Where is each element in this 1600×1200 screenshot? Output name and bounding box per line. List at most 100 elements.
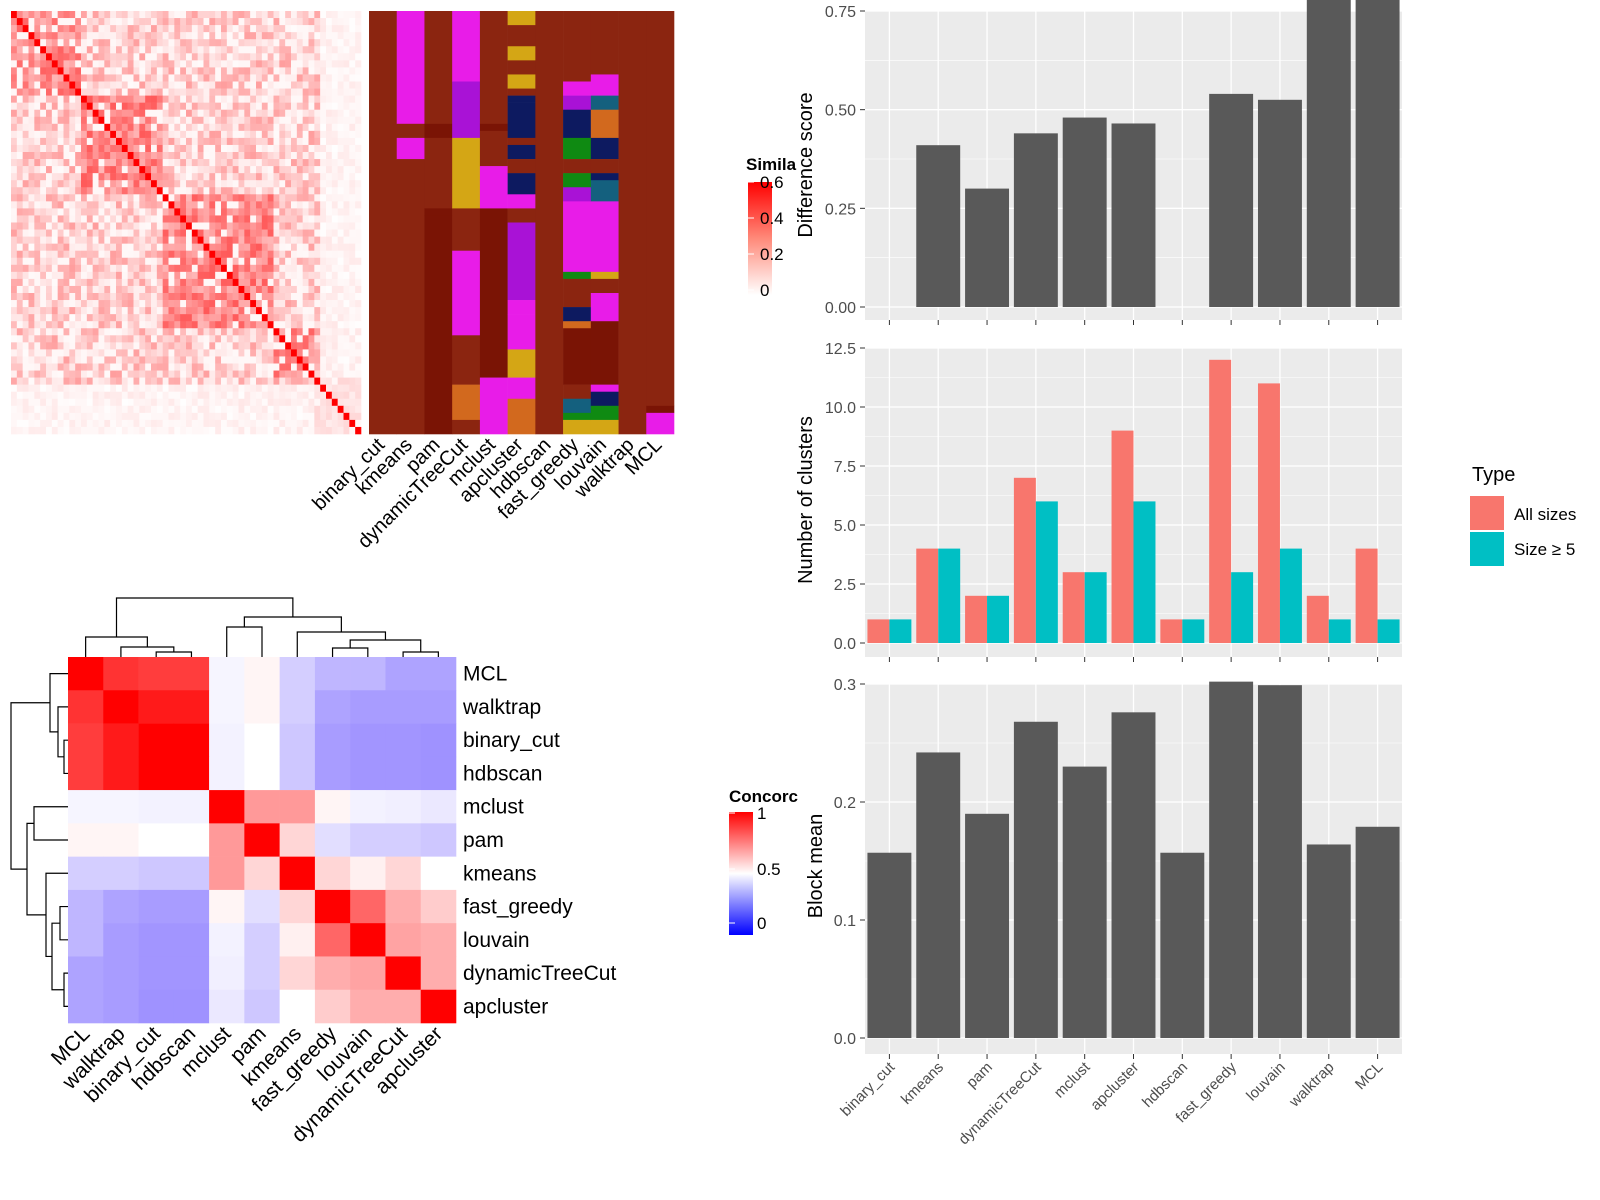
annotation-cell	[563, 81, 592, 96]
similarity-cell	[11, 342, 18, 350]
similarity-cell	[127, 173, 134, 181]
similarity-cell	[232, 194, 239, 202]
concordance-row-label-mclust: mclust	[463, 796, 524, 819]
similarity-cell	[244, 74, 251, 82]
similarity-cell	[174, 194, 181, 202]
similarity-cell	[121, 39, 128, 47]
similarity-cell	[156, 88, 163, 96]
similarity-cell	[40, 391, 47, 400]
similarity-cell	[34, 356, 41, 364]
similarity-cell	[273, 229, 280, 237]
similarity-cell	[355, 32, 362, 40]
similarity-cell	[279, 187, 286, 195]
similarity-cell	[174, 187, 181, 195]
similarity-cell	[244, 95, 251, 103]
similarity-cell	[314, 250, 321, 259]
similarity-cell	[174, 152, 181, 160]
similarity-cell	[116, 349, 123, 357]
similarity-cell	[57, 152, 64, 160]
similarity-cell	[256, 328, 263, 336]
similarity-cell	[133, 187, 140, 195]
similarity-cell	[273, 285, 280, 294]
similarity-cell	[226, 426, 233, 435]
similarity-cell	[22, 250, 29, 259]
similarity-cell	[121, 130, 128, 139]
annotation-cell	[563, 271, 592, 280]
similarity-cell	[81, 342, 88, 350]
similarity-cell	[81, 81, 88, 89]
similarity-cell	[244, 166, 251, 174]
similarity-cell	[349, 137, 356, 146]
similarity-cell	[215, 102, 222, 110]
similarity-cell	[191, 116, 198, 125]
similarity-cell	[34, 293, 41, 301]
similarity-cell	[203, 307, 210, 315]
similarity-cell	[250, 116, 257, 125]
similarity-cell	[98, 370, 105, 378]
similarity-cell	[92, 109, 99, 118]
similarity-cell	[337, 363, 344, 371]
similarity-cell	[151, 74, 158, 82]
similarity-cell	[256, 264, 263, 273]
similarity-cell	[145, 398, 152, 407]
similarity-cell	[302, 257, 309, 266]
concordance-tick-label: 0.5	[757, 860, 781, 879]
similarity-cell	[40, 46, 47, 54]
similarity-cell	[256, 236, 263, 244]
similarity-cell	[279, 356, 286, 364]
similarity-cell	[11, 53, 18, 61]
similarity-cell	[349, 180, 356, 188]
similarity-cell	[232, 123, 239, 132]
similarity-cell	[215, 391, 222, 400]
similarity-cell	[139, 293, 146, 301]
similarity-cell	[221, 208, 228, 216]
similarity-cell	[75, 46, 82, 54]
similarity-cell	[63, 264, 70, 273]
similarity-cell	[156, 405, 163, 414]
similarity-cell	[57, 215, 64, 223]
similarity-cell	[273, 328, 280, 336]
similarity-cell	[57, 208, 64, 216]
similarity-cell	[28, 314, 35, 322]
similarity-cell	[250, 11, 257, 19]
similarity-cell	[186, 236, 193, 244]
similarity-cell	[314, 144, 321, 153]
similarity-cell	[285, 144, 292, 153]
similarity-cell	[75, 123, 82, 132]
similarity-cell	[308, 102, 315, 110]
similarity-cell	[355, 159, 362, 167]
similarity-cell	[63, 293, 70, 301]
similarity-cell	[104, 60, 111, 68]
similarity-cell	[261, 88, 268, 96]
similarity-cell	[343, 166, 350, 174]
similarity-cell	[180, 116, 187, 125]
concordance-cell	[314, 856, 351, 891]
similarity-cell	[302, 116, 309, 125]
similarity-cell	[116, 236, 123, 244]
bar-difference-fast_greedy	[1209, 93, 1254, 307]
similarity-cell	[63, 88, 70, 96]
similarity-cell	[46, 18, 53, 26]
similarity-cell	[75, 363, 82, 371]
annotation-cell	[507, 25, 536, 47]
similarity-cell	[11, 370, 18, 378]
similarity-cell	[110, 166, 117, 174]
similarity-cell	[11, 405, 18, 414]
similarity-cell	[116, 405, 123, 414]
similarity-cell	[98, 356, 105, 364]
similarity-cell	[308, 116, 315, 125]
similarity-cell	[296, 11, 303, 19]
dendrogram-branch	[57, 706, 68, 758]
similarity-cell	[250, 264, 257, 273]
similarity-cell	[121, 88, 128, 96]
similarity-cell	[104, 166, 111, 174]
similarity-cell	[40, 194, 47, 202]
similarity-cell	[355, 349, 362, 357]
similarity-cell	[168, 11, 175, 19]
concordance-cell	[314, 956, 351, 991]
similarity-cell	[162, 201, 169, 209]
similarity-cell	[308, 321, 315, 329]
similarity-cell	[267, 285, 274, 294]
similarity-cell	[244, 377, 251, 385]
similarity-cell	[285, 307, 292, 315]
